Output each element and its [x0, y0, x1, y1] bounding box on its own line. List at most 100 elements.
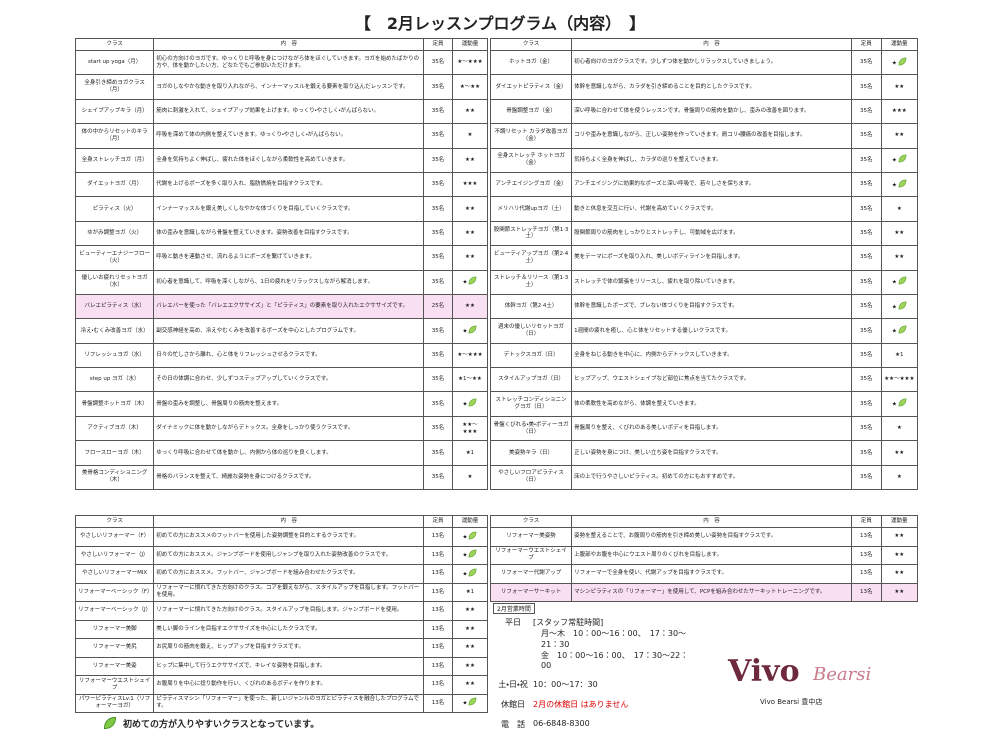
description: 深い呼吸に合わせて体を使うレッスンです。骨盤周りの筋肉を動かし、歪みの改善を図り…	[571, 98, 852, 125]
text: 月～木 10：00～16：00、 17：30～21：30	[541, 629, 687, 649]
capacity: 13名	[423, 656, 453, 676]
capacity: 35名	[850, 98, 882, 125]
header-row: クラス内 容定員 運動量	[489, 38, 918, 51]
class-row: ピラティス（火） インナーマッスルを鍛え美しくしなやかな体づくりを目指していくクラ…	[74, 196, 488, 222]
class-name: 体幹ヨガ（第2·4土）	[489, 293, 573, 320]
intensity-cell: ★	[880, 49, 918, 76]
capacity: 13名	[850, 564, 882, 584]
class-row: メリハリ代謝upヨガ（土） 動きと休息を交互に行い、代謝を高めていくクラスです。 3…	[489, 196, 918, 222]
description: ピラティスマシン「リフォーマー」を使った、新しいジャンルのヨガとピラティスを融合…	[153, 693, 425, 713]
intensity-cell: ★	[880, 318, 918, 344]
class-row: ストレッチコンディショニングヨガ（日） 体の柔軟性を高めながら、体調を整えていきま…	[489, 391, 918, 417]
description: 筋肉に刺激を入れて、シェイプアップ効果を上げます。ゆっくり・やさしく・がんばらな…	[153, 98, 425, 125]
class-name: ゆがみ調整ヨガ（火）	[74, 220, 155, 247]
intensity: ★	[462, 328, 468, 335]
reformer-left: クラス内 容定員 運動量 やさしいリフォーマー（F） 初めての方におススメのフットバー…	[74, 515, 488, 713]
capacity: 35名	[423, 367, 453, 393]
description: 全身をねじる動きを中心に、内側からデトックスしていきます。	[571, 342, 852, 369]
description: 骨盤の歪みを調整し、骨盤周りの筋肉を整えます。	[153, 391, 425, 417]
description: 副交感神経を高め、冷えやむくみを改善するポーズを中心としたプログラムです。	[153, 318, 425, 344]
intensity-cell: ★★	[451, 98, 488, 125]
intensity-cell: ★	[880, 464, 918, 491]
intensity-cell: ★★	[880, 123, 918, 149]
capacity: 35名	[423, 74, 453, 100]
intensity: ★★	[894, 588, 905, 595]
class-row: start up yoga（月） 初心の方向けのヨガです。ゆっくりと呼吸を身につけ…	[74, 49, 488, 76]
capacity: 35名	[850, 220, 882, 247]
description: 初心の方向けのヨガです。ゆっくりと呼吸を身につけながら体をほぐしていきます。ヨガ…	[153, 49, 425, 76]
description: お尻周りの筋肉を鍛え、ヒップアップを目指すクラスです。	[153, 638, 425, 658]
intensity-cell: ★	[880, 415, 918, 442]
class-row: ダイエットヨガ（月） 代謝を上げるポーズを多く取り入れ、脂肪燃焼を目指すクラスです…	[74, 171, 488, 198]
class-row: 冷え・むくみ改善ヨガ（水） 副交感神経を高め、冷えやむくみを改善するポーズを中心と…	[74, 318, 488, 344]
class-row: 股関節ストレッチヨガ（第1·3土） 股関節周りの筋肉をしっかりとストレッチし、可動…	[489, 220, 918, 247]
class-row: リフォーマー美姿 ヒップに集中して行うエクササイズで、キレイな姿勢を目指します。 1…	[74, 656, 488, 676]
class-row: やさしいフロアピラティス（日） 床の上で行うやさしいピラティス。初めての方にもおす…	[489, 464, 918, 491]
description: バレエバーを使った「バレエエクササイズ」と「ピラティス」の要素を取り入れたエクサ…	[153, 293, 425, 320]
class-row: ゆがみ調整ヨガ（火） 体の歪みを意識しながら骨盤を整えていきます。姿勢改善を目指す…	[74, 220, 488, 247]
class-name: 骨盤調整ヨガ（金）	[489, 98, 573, 125]
intensity-cell: ★★	[880, 527, 918, 547]
class-row: デトックスヨガ（日） 全身をねじる動きを中心に、内側からデトックスしていきます。 3…	[489, 342, 918, 369]
intensity: ★	[462, 279, 468, 286]
description: 全身を気持ちよく伸ばし、疲れた体をほぐしながら柔軟性を高めていきます。	[153, 147, 425, 173]
class-name: やさしいリフォーマーMIX	[74, 564, 155, 584]
class-name: 骨盤調整ホットヨガ（木）	[74, 391, 155, 417]
leaf-icon	[468, 276, 477, 288]
column-header: 内 容	[571, 38, 852, 51]
intensity: ★	[467, 132, 473, 139]
class-row: パワーピラティスLv.1（リフォーマーヨガ） ピラティスマシン「リフォーマー」を使…	[74, 693, 488, 713]
class-row: リフレッシュヨガ（水） 日々の忙しさから離れ、心と体をリフレッシュさせるクラスです…	[74, 342, 488, 369]
intensity: ★★	[465, 229, 475, 236]
capacity: 13名	[423, 582, 453, 602]
intensity-cell: ★	[880, 147, 918, 173]
class-row: ダイエットピラティス（金） 体幹を意識しながら、カラダを引き締めることを目的とした…	[489, 74, 918, 100]
class-row: ストレッチ＆リリース（第1·3土） ストレッチで体の緊張をリリースし、疲れを取り除…	[489, 269, 918, 295]
class-name: やさしいリフォーマー（F）	[74, 527, 155, 547]
intensity: ★★	[465, 662, 475, 669]
capacity: 35名	[423, 98, 453, 125]
column-header: 内 容	[153, 38, 425, 51]
intensity: ★★	[465, 681, 475, 688]
description: 代謝を上げるポーズを多く取り入れ、脂肪燃焼を目指すクラスです。	[153, 171, 425, 198]
intensity-cell: ★★	[451, 245, 488, 271]
description: コリや歪みを意識しながら、正しい姿勢を作っていきます。肩コリ・腰痛の改善を目指し…	[571, 123, 852, 149]
class-row: 全身ストレッチ ホットヨガ（金） 気持ちよく全身を伸ばし、カラダの巡りを整えていき…	[489, 147, 918, 173]
capacity: 35名	[850, 415, 882, 442]
class-name: 不調リセット カラダ改善ヨガ（金）	[489, 123, 573, 149]
capacity: 35名	[423, 220, 453, 247]
class-name: フロースローヨガ（木）	[74, 440, 155, 466]
capacity: 35名	[850, 391, 882, 417]
capacity: 35名	[423, 318, 453, 344]
intensity: ★★～★★★	[462, 421, 478, 435]
intensity: ★	[891, 60, 897, 67]
intensity: ★	[462, 700, 468, 707]
footer-note: 初めての方が入りやすいクラスとなっています。	[123, 719, 320, 730]
class-name: 週末の優しいリセットヨガ（日）	[489, 318, 573, 344]
class-name: 全身ストレッチ ホットヨガ（金）	[489, 147, 573, 173]
intensity-cell: ★★～★★★	[451, 415, 488, 442]
description: 動きと休息を交互に行い、代謝を高めていくクラスです。	[571, 196, 852, 222]
leaf-icon	[468, 398, 477, 410]
label: 土・日・祝	[498, 680, 528, 689]
description: リフォーマーで全身を使い、代謝アップを目指すクラスです。	[571, 564, 852, 584]
class-row: 美姿勢キラ（日） 正しい姿勢を身につけ、美しい立ち姿を目指すクラスです。 35名 ★★	[489, 440, 918, 466]
class-name: やさしいフロアピラティス（日）	[489, 464, 573, 491]
class-name: リフォーマーサーキット	[489, 582, 573, 602]
class-row: 美骨格コンディショニング（木） 骨格のバランスを整えて、綺麗な姿勢を身につけるクラ…	[74, 464, 488, 491]
description: 体の柔軟性を高めながら、体調を整えていきます。	[571, 391, 852, 417]
intensity-cell: ★★	[451, 675, 488, 695]
class-row: アンチエイジングヨガ（金） アンチエイジングに効果的なポーズと深い呼吸で、若々しさ…	[489, 171, 918, 198]
column-header: 運動量	[451, 38, 488, 51]
leaf-icon	[898, 398, 907, 410]
intensity-cell: ★★	[451, 656, 488, 676]
hours-box: 2月営業時間 平日 [スタッフ常駐時間] 月～木 10：00～16：00、 17：…	[493, 603, 693, 730]
capacity: 35名	[423, 245, 453, 271]
class-name: アクティブヨガ（木）	[74, 415, 155, 442]
intensity-cell: ★★	[880, 220, 918, 247]
class-row: リフォーマー代謝アップ リフォーマーで全身を使い、代謝アップを目指すクラスです。 1…	[489, 564, 918, 584]
class-row: 週末の優しいリセットヨガ（日） 1週間の疲れを癒し、心と体をリセットする優しいクラ…	[489, 318, 918, 344]
label: 電 話	[501, 720, 525, 729]
intensity: ★	[891, 401, 897, 408]
class-name: シェイプアップキラ（月）	[74, 98, 155, 125]
